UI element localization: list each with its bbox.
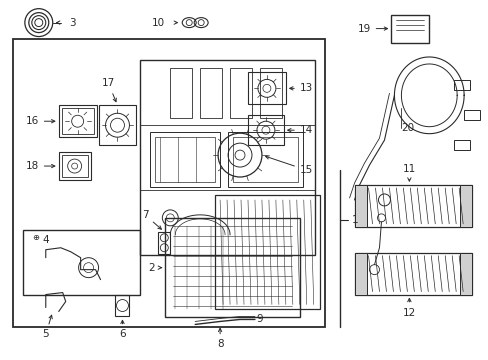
Text: 5: 5 [42, 315, 52, 339]
Bar [354, 185, 471, 227]
Text: ⊕: ⊕ [32, 233, 39, 242]
Text: 2: 2 [148, 263, 161, 273]
Text: 9: 9 [256, 314, 263, 324]
Text: 1: 1 [351, 215, 358, 225]
Text: 19: 19 [358, 24, 371, 33]
Text: 7: 7 [142, 210, 161, 229]
Bar [459, 253, 471, 294]
Text: 3: 3 [68, 18, 75, 28]
Text: 8: 8 [216, 328, 223, 350]
Text: 6: 6 [119, 320, 125, 339]
Text: 17: 17 [102, 78, 116, 102]
Bar [233, 137, 297, 182]
Bar [165, 218, 299, 318]
Bar [59, 152, 90, 180]
Bar [61, 108, 93, 134]
Bar [140, 60, 314, 255]
Bar [23, 230, 140, 294]
Bar [463, 110, 479, 120]
Bar [170, 68, 192, 118]
Bar [115, 294, 129, 316]
Bar [247, 115, 283, 145]
Bar [215, 195, 319, 310]
Bar [99, 105, 136, 145]
Bar [227, 132, 302, 187]
Bar [13, 39, 324, 328]
Bar [150, 132, 220, 187]
Bar [247, 72, 285, 104]
Bar [453, 80, 469, 90]
Text: 14: 14 [287, 125, 312, 135]
Bar [354, 185, 366, 227]
Bar [229, 68, 251, 118]
Bar [59, 105, 96, 137]
Bar [354, 253, 471, 294]
Bar [390, 15, 428, 42]
Text: 15: 15 [265, 156, 312, 175]
Bar [453, 140, 469, 150]
Bar [354, 253, 366, 294]
Bar [155, 137, 215, 182]
Text: 12: 12 [402, 298, 415, 318]
Bar [260, 68, 281, 118]
Text: 10: 10 [152, 18, 165, 28]
Bar [61, 155, 87, 177]
Text: 20: 20 [401, 123, 414, 133]
Text: 4: 4 [42, 235, 49, 245]
Bar [158, 232, 170, 254]
Bar [459, 185, 471, 227]
Text: 18: 18 [25, 161, 55, 171]
Text: 11: 11 [402, 164, 415, 181]
Text: 13: 13 [289, 84, 312, 93]
Bar [200, 68, 222, 118]
Text: 16: 16 [25, 116, 55, 126]
